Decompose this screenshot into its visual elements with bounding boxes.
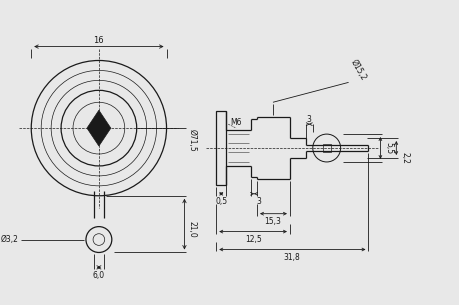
Text: Ø71,5: Ø71,5 <box>188 129 197 152</box>
Text: Ø3,2: Ø3,2 <box>0 235 18 244</box>
Text: 6,0: 6,0 <box>93 271 105 280</box>
Bar <box>216 111 226 185</box>
Text: 31,8: 31,8 <box>284 253 300 262</box>
Text: 3: 3 <box>306 115 311 124</box>
Text: Ø15,2: Ø15,2 <box>349 58 368 82</box>
Text: 12,5: 12,5 <box>245 235 262 244</box>
Text: 15,3: 15,3 <box>264 217 281 226</box>
Text: 21,0: 21,0 <box>188 221 197 238</box>
Text: 3: 3 <box>257 197 262 206</box>
Polygon shape <box>87 110 111 146</box>
Circle shape <box>91 120 107 136</box>
Text: 5,5: 5,5 <box>384 142 393 154</box>
Text: 2,2: 2,2 <box>401 152 410 164</box>
Text: 0,5: 0,5 <box>215 197 227 206</box>
Bar <box>323 144 330 152</box>
Text: 16: 16 <box>94 36 104 45</box>
Text: M6: M6 <box>230 118 242 127</box>
